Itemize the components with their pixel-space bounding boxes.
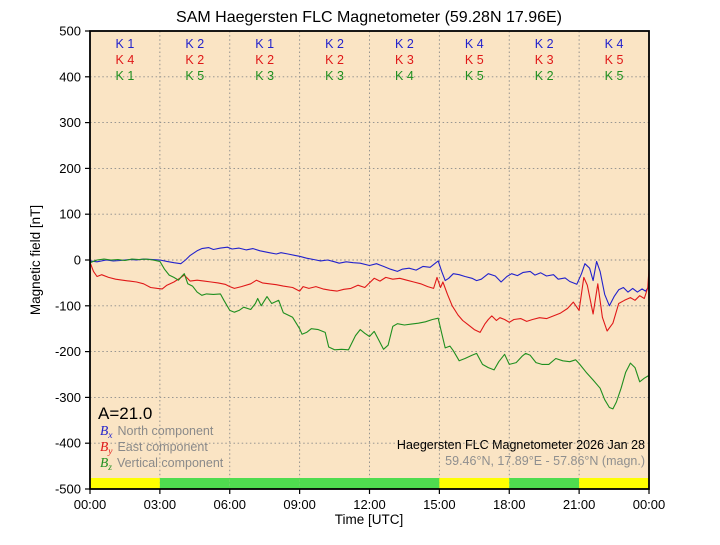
axis-ticks-and-labels: 5004003002001000-100-200-300-400-50000:0… bbox=[55, 24, 665, 513]
k-index-value: K 2 bbox=[185, 53, 204, 67]
x-tick-label: 18:00 bbox=[493, 497, 526, 512]
k-index-value: K 3 bbox=[325, 69, 344, 83]
x-tick-label: 12:00 bbox=[353, 497, 386, 512]
k-index-value: K 4 bbox=[605, 37, 624, 51]
activity-segment bbox=[159, 478, 230, 489]
station-info-line2: 59.46°N, 17.89°E - 57.86°N (magn.) bbox=[445, 454, 645, 468]
chart-title: SAM Haegersten FLC Magnetometer (59.28N … bbox=[176, 9, 562, 26]
legend-entry: Bz Vertical component bbox=[100, 455, 224, 473]
activity-segment bbox=[369, 478, 440, 489]
y-tick-label: -200 bbox=[55, 344, 81, 359]
activity-segment bbox=[229, 478, 300, 489]
x-tick-label: 15:00 bbox=[423, 497, 456, 512]
y-tick-label: 100 bbox=[59, 207, 81, 222]
activity-segment bbox=[299, 478, 370, 489]
k-index-value: K 4 bbox=[395, 69, 414, 83]
activity-segment bbox=[509, 478, 580, 489]
k-index-value: K 5 bbox=[185, 69, 204, 83]
x-tick-label: 09:00 bbox=[283, 497, 316, 512]
y-tick-label: 200 bbox=[59, 161, 81, 176]
x-tick-label: 06:00 bbox=[213, 497, 246, 512]
gridlines bbox=[90, 31, 649, 489]
k-index-value: K 2 bbox=[255, 53, 274, 67]
x-tick-label: 00:00 bbox=[633, 497, 666, 512]
activity-segment bbox=[579, 478, 649, 489]
y-tick-label: 300 bbox=[59, 115, 81, 130]
k-index-value: K 3 bbox=[535, 53, 554, 67]
legend-entry: Bx North component bbox=[100, 423, 214, 441]
data-series-lines bbox=[89, 246, 650, 410]
y-tick-label: 500 bbox=[59, 24, 81, 39]
k-index-value: K 1 bbox=[116, 69, 135, 83]
k-index-value: K 1 bbox=[116, 37, 135, 51]
k-index-value: K 4 bbox=[465, 37, 484, 51]
k-index-value: K 5 bbox=[465, 53, 484, 67]
y-tick-label: -100 bbox=[55, 298, 81, 313]
plot-frame bbox=[89, 30, 650, 490]
station-info-line1: Haegersten FLC Magnetometer 2026 Jan 28 bbox=[397, 438, 645, 452]
k-index-value: K 2 bbox=[325, 37, 344, 51]
k-index-value: K 2 bbox=[535, 69, 554, 83]
k-index-value: K 2 bbox=[535, 37, 554, 51]
y-tick-label: 0 bbox=[74, 253, 81, 268]
k-index-value: K 3 bbox=[395, 53, 414, 67]
k-index-value: K 3 bbox=[255, 69, 274, 83]
series-bx bbox=[89, 246, 650, 307]
k-index-value: K 1 bbox=[255, 37, 274, 51]
y-tick-label: 400 bbox=[59, 69, 81, 84]
k-index-value: K 2 bbox=[325, 53, 344, 67]
activity-segment bbox=[90, 478, 160, 489]
activity-segment bbox=[439, 478, 510, 489]
k-index-value: K 5 bbox=[605, 69, 624, 83]
x-tick-label: 21:00 bbox=[563, 497, 596, 512]
y-tick-label: -400 bbox=[55, 436, 81, 451]
x-tick-label: 03:00 bbox=[144, 497, 177, 512]
legend-entry: By East component bbox=[100, 439, 208, 457]
k-index-annotations: K 1 K 2 K 1 K 2 K 2 K 4 K 2 K 4 K 4 K 2 K 2 K 2 K 3 K… bbox=[116, 37, 624, 83]
y-tick-label: -500 bbox=[55, 482, 81, 497]
k-index-value: K 2 bbox=[395, 37, 414, 51]
x-tick-label: 00:00 bbox=[74, 497, 107, 512]
k-index-value: K 5 bbox=[605, 53, 624, 67]
y-tick-label: -300 bbox=[55, 390, 81, 405]
k-index-value: K 5 bbox=[465, 69, 484, 83]
activity-level-bar bbox=[90, 478, 649, 489]
k-index-value: K 2 bbox=[185, 37, 204, 51]
a-index-value: A=21.0 bbox=[98, 404, 152, 423]
x-axis-label: Time [UTC] bbox=[335, 512, 404, 527]
y-axis-label: Magnetic field [nT] bbox=[28, 205, 43, 315]
series-bz bbox=[89, 258, 650, 410]
k-index-value: K 4 bbox=[116, 53, 135, 67]
